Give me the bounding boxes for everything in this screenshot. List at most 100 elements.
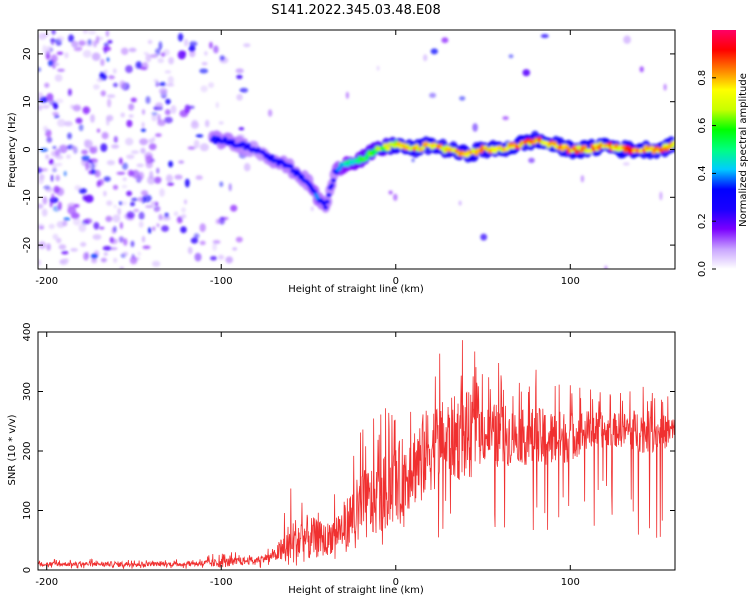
spectrogram-noise-cell	[38, 67, 42, 72]
spectrogram-noise-cell	[235, 68, 244, 74]
spectrogram-noise-cell	[55, 98, 64, 104]
spectrogram-noise-cell	[147, 39, 153, 45]
snr-series-line	[38, 340, 675, 570]
spectrogram-noise-cell	[459, 96, 466, 101]
spectrogram-noise-cell	[139, 66, 147, 70]
spectrogram-noise-cell	[157, 57, 165, 64]
spectrogram-ridge-cell	[582, 145, 588, 150]
spectrogram-noise-cell	[122, 162, 128, 170]
spectrogram-noise-cell	[310, 206, 314, 212]
spectrogram-ridge-cell	[329, 183, 335, 188]
spectrogram-x-tick-label: 100	[561, 276, 580, 287]
spectrogram-noise-cell	[118, 157, 123, 165]
spectrogram-noise-cell	[145, 160, 153, 169]
spectrogram-noise-cell	[204, 119, 210, 128]
spectrogram-noise-cell	[119, 201, 123, 206]
spectrogram-noise-cell	[72, 104, 82, 112]
spectrogram-noise-cell	[105, 30, 110, 37]
spectrogram-noise-cell	[152, 226, 156, 231]
spectrogram-noise-cell	[64, 52, 69, 59]
spectrogram-noise-cell	[112, 82, 119, 88]
spectrogram-noise-cell	[112, 214, 121, 223]
spectrogram-noise-cell	[441, 37, 449, 44]
spectrogram-noise-cell	[158, 41, 163, 51]
spectrogram-noise-cell	[180, 226, 187, 234]
spectrogram-noise-cell	[82, 50, 92, 58]
spectrogram-noise-cell	[130, 240, 135, 248]
spectrogram-noise-cell	[106, 57, 110, 62]
spectrogram-noise-cell	[150, 54, 158, 58]
spectrogram-noise-cell	[67, 132, 72, 140]
spectrogram-ridge-cell	[564, 145, 571, 150]
spectrogram-noise-cell	[131, 197, 139, 202]
spectrogram-noise-cell	[126, 154, 135, 160]
spectrogram-ridge-cell	[363, 155, 369, 161]
spectrogram-noise-cell	[46, 136, 53, 143]
spectrogram-noise-cell	[200, 85, 208, 93]
spectrogram-noise-cell	[191, 119, 198, 127]
spectrogram-noise-cell	[158, 214, 163, 221]
spectrogram-noise-cell	[165, 98, 171, 105]
spectrogram-noise-cell	[91, 169, 96, 175]
spectrogram-ridge-cell	[323, 205, 329, 210]
spectrogram-noise-cell	[42, 104, 50, 109]
spectrogram-noise-cell	[106, 94, 116, 98]
spectrogram-noise-cell	[141, 121, 145, 128]
spectrogram-y-tick-label: 10	[22, 95, 33, 108]
spectrogram-image	[38, 30, 675, 269]
spectrogram-noise-cell	[94, 169, 101, 178]
spectrogram-noise-cell	[149, 170, 154, 180]
spectrogram-noise-cell	[236, 74, 243, 80]
spectrogram-noise-cell	[103, 252, 108, 256]
spectrogram-noise-cell	[429, 92, 437, 98]
spectrogram-noise-cell	[119, 221, 123, 230]
spectrogram-noise-cell	[145, 53, 152, 63]
snr-x-label: Height of straight line (km)	[288, 585, 424, 596]
spectrogram-noise-cell	[195, 134, 204, 138]
spectrogram-noise-cell	[167, 75, 174, 85]
spectrogram-noise-cell	[112, 184, 119, 190]
spectrogram-noise-cell	[194, 252, 202, 262]
spectrogram-noise-cell	[181, 214, 187, 219]
spectrogram-noise-cell	[622, 162, 630, 166]
spectrogram-noise-cell	[42, 196, 48, 205]
spectrogram-noise-cell	[137, 251, 142, 256]
spectrogram-noise-cell	[107, 98, 112, 108]
spectrogram-noise-cell	[42, 44, 47, 54]
spectrogram-noise-cell	[64, 121, 73, 127]
spectrogram-noise-cell	[55, 148, 61, 157]
spectrogram-noise-cell	[215, 102, 219, 109]
spectrogram-noise-cell	[44, 82, 50, 88]
spectrogram-noise-cell	[209, 41, 213, 49]
colorbar-label: Normalized spectral amplitude	[738, 73, 749, 227]
colorbar-bar	[712, 30, 736, 269]
spectrogram-noise-cell	[159, 188, 165, 197]
spectrogram-x-tick-label: 0	[393, 276, 399, 287]
spectrogram-noise-cell	[74, 185, 82, 191]
spectrogram-noise-cell	[52, 233, 59, 240]
spectrogram-noise-cell	[57, 118, 66, 127]
spectrogram-noise-cell	[96, 35, 100, 44]
spectrogram-noise-cell	[199, 143, 209, 152]
spectrogram-noise-cell	[423, 54, 428, 62]
spectrogram-noise-cell	[72, 217, 81, 226]
spectrogram-noise-cell	[138, 211, 145, 220]
spectrogram-noise-cell	[189, 49, 196, 58]
spectrogram-noise-cell	[148, 227, 152, 234]
spectrogram-noise-cell	[94, 145, 98, 154]
spectrogram-noise-cell	[45, 129, 52, 138]
spectrogram-noise-cell	[228, 183, 232, 192]
spectrogram-ridge-cell	[264, 152, 271, 158]
colorbar-tick-label: 0.0	[697, 261, 708, 277]
spectrogram-noise-cell	[138, 221, 144, 228]
spectrogram-noise-cell	[188, 105, 195, 110]
spectrogram-ridge-cell	[337, 165, 343, 171]
spectrogram-noise-cell	[85, 162, 89, 171]
spectrogram-noise-cell	[126, 211, 135, 219]
spectrogram-noise-cell	[157, 119, 166, 127]
spectrogram-ridge-cell	[326, 192, 332, 198]
spectrogram-noise-cell	[84, 194, 94, 203]
spectrogram-noise-cell	[155, 48, 161, 56]
spectrogram-noise-cell	[120, 47, 129, 55]
